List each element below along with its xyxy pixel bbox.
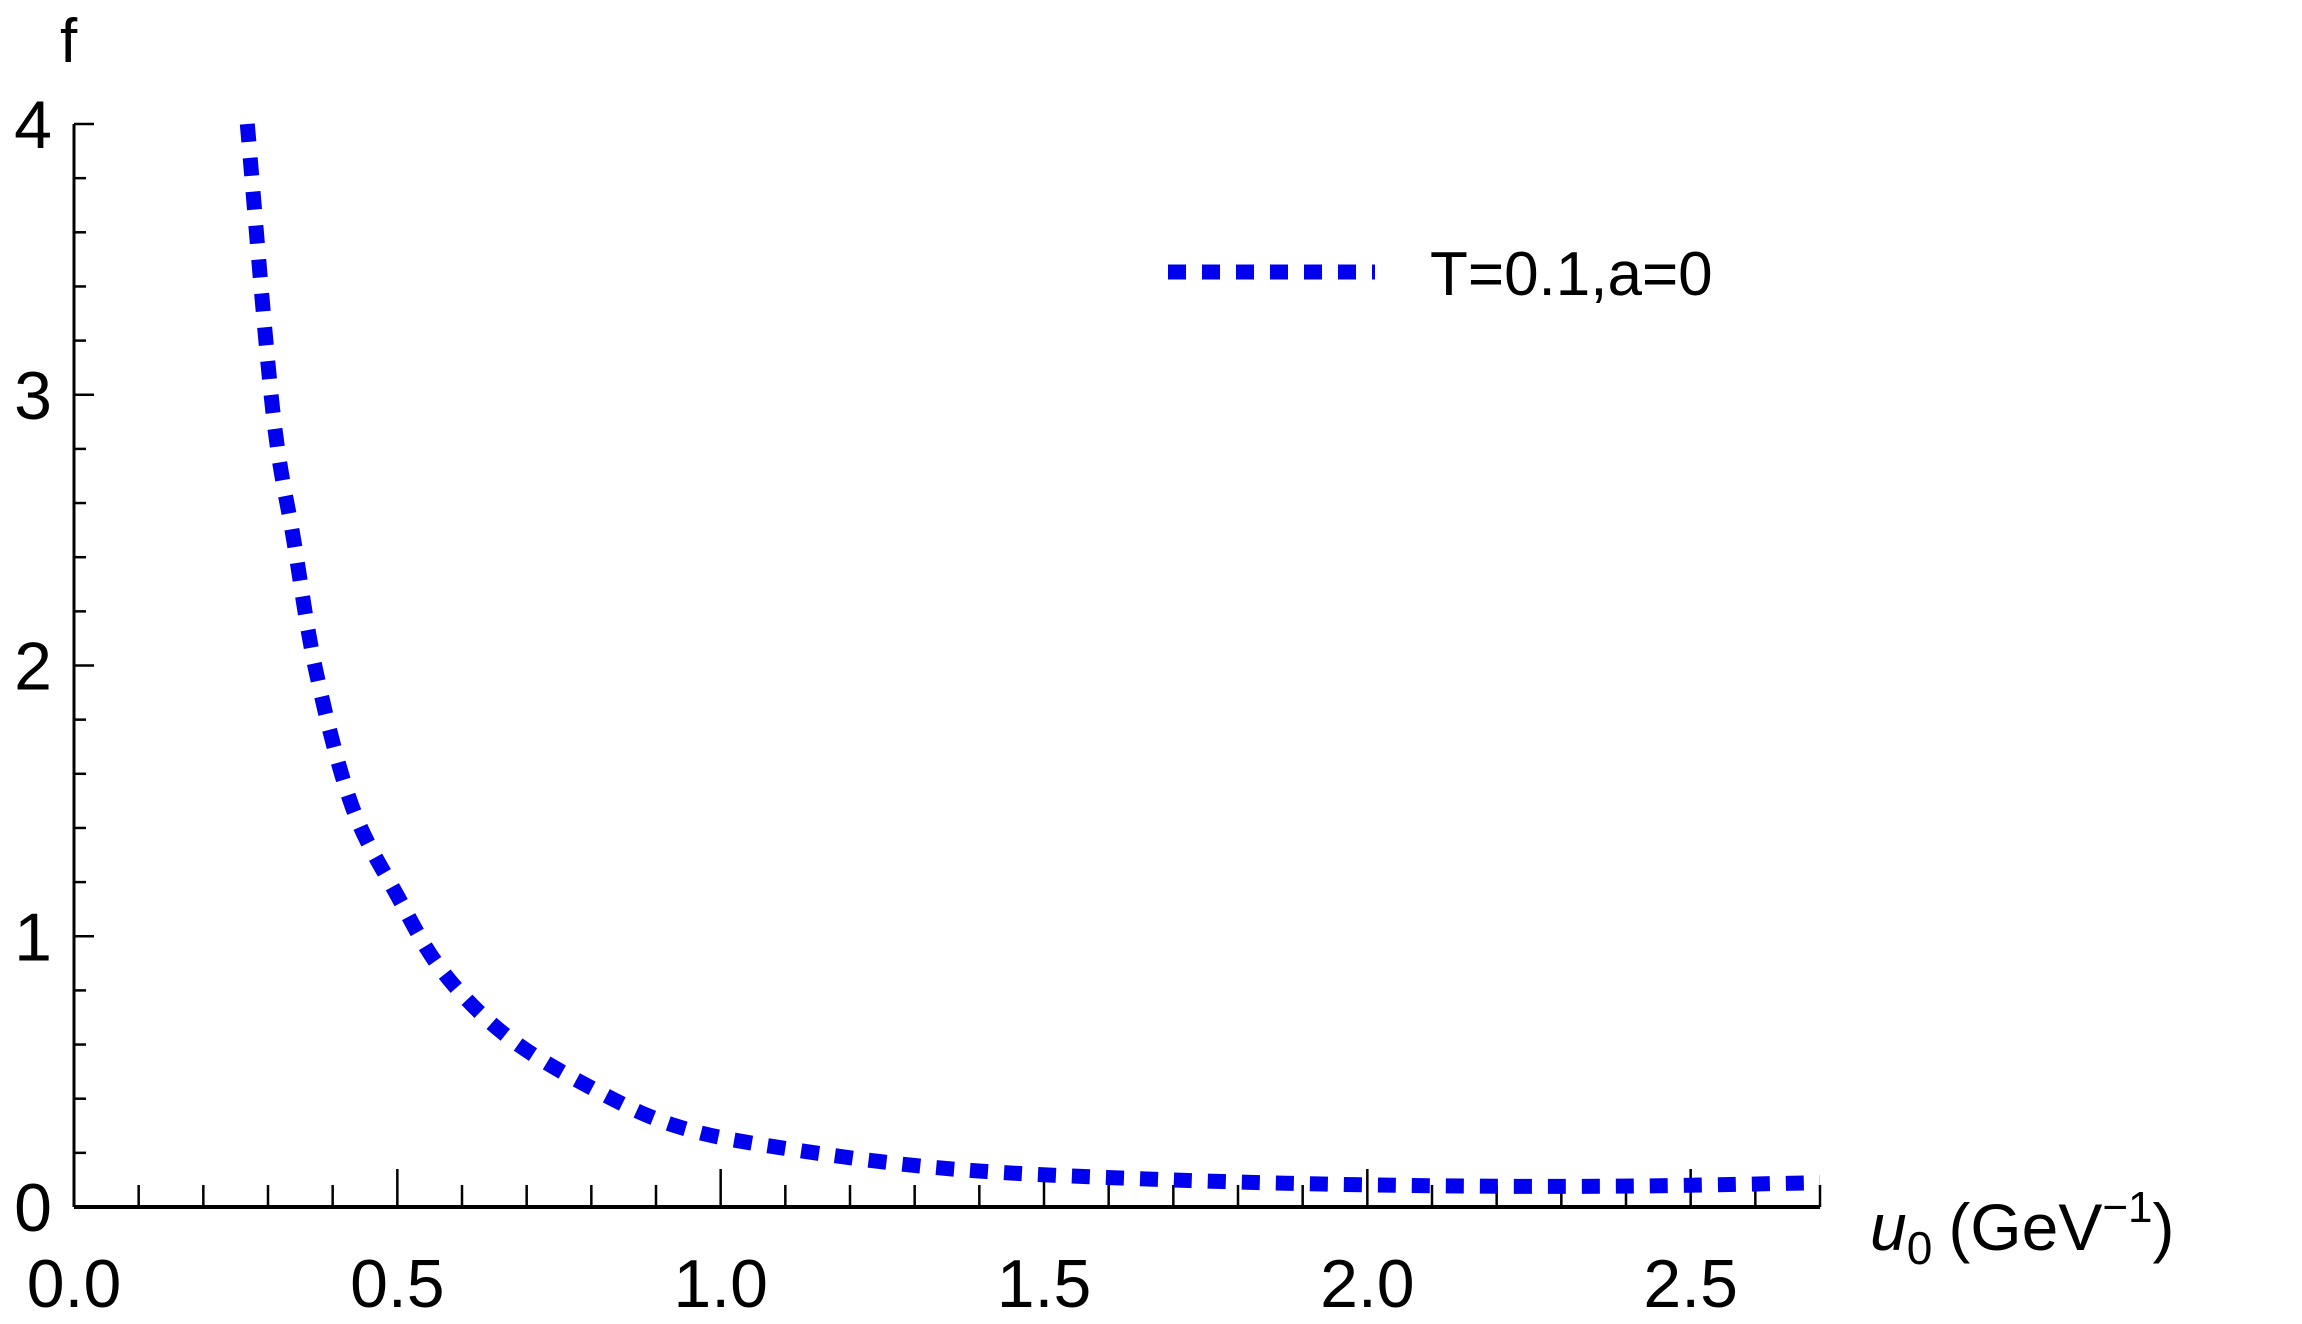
ticks: 0.0 0.5 1.0 1.5 2.0 2.5 0 1 2 3 4 xyxy=(14,87,1822,1322)
y-tick-label: 1 xyxy=(14,899,52,975)
x-tick-label: 0.0 xyxy=(27,1246,122,1319)
x-tick-label: 1.5 xyxy=(997,1246,1092,1319)
y-tick-label: 0 xyxy=(14,1170,52,1246)
x-tick-label: 0.5 xyxy=(350,1246,445,1319)
x-tick-label: 1.0 xyxy=(673,1246,768,1319)
x-axis-label-sub: 0 xyxy=(1907,1222,1933,1274)
series-curve xyxy=(239,123,1821,1194)
x-axis-label: u0 (GeV−1) xyxy=(1870,1183,2175,1274)
x-axis-label-unit: (GeV xyxy=(1948,1190,2102,1264)
legend: T=0.1,a=0 xyxy=(1168,240,1713,309)
x-tick-label: 2.0 xyxy=(1320,1246,1415,1319)
y-axis-label: f xyxy=(60,7,78,76)
x-axis-label-unit-close: ) xyxy=(2153,1190,2175,1264)
legend-label: T=0.1,a=0 xyxy=(1430,240,1713,309)
y-tick-label: 3 xyxy=(14,358,52,434)
y-tick-label: 4 xyxy=(14,87,52,163)
y-tick-label: 2 xyxy=(14,629,52,705)
x-axis-label-var: u xyxy=(1870,1190,1907,1264)
x-axis-label-unit-sup: −1 xyxy=(2102,1183,2152,1232)
x-tick-label: 2.5 xyxy=(1643,1246,1738,1319)
